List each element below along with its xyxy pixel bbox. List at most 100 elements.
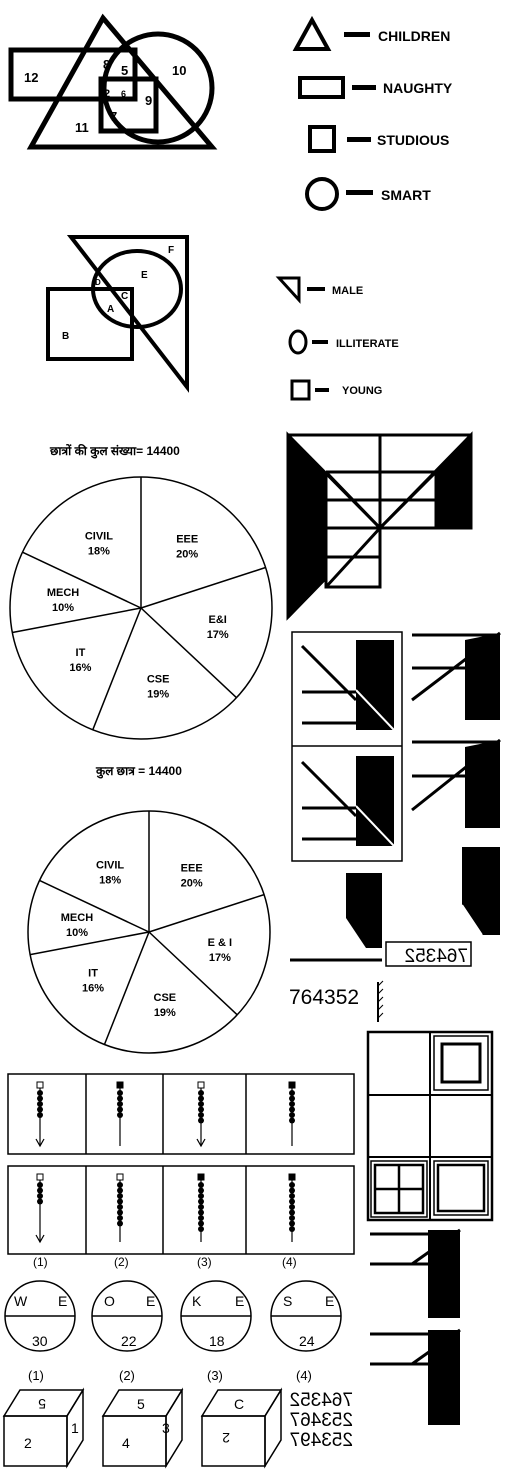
cube-side-face: 3 [162, 1420, 170, 1436]
pie-slice-value: 18% [88, 546, 110, 558]
pie-slice-edge [140, 607, 238, 699]
pie-slice-label: EEE [176, 533, 198, 545]
legend-label: YOUNG [342, 385, 382, 397]
number-box-frame [385, 941, 472, 967]
legend-label: SMART [381, 187, 431, 203]
pie-slice-value: 16% [69, 662, 91, 674]
bead [37, 1187, 43, 1194]
venn2-region: E [141, 270, 148, 281]
grid-cell-square-inner [436, 1163, 486, 1213]
letter-circle-3: K E 18 [180, 1280, 252, 1352]
grid-cell-square [433, 1160, 489, 1216]
bead [117, 1112, 123, 1118]
bead-top-square [36, 1081, 44, 1089]
pie-slice-value: 17% [209, 952, 231, 964]
bead [289, 1106, 295, 1113]
bead [37, 1198, 43, 1205]
pie-slice-edge [12, 607, 142, 634]
pie-slice-label: CSE [147, 674, 170, 686]
bead [198, 1095, 204, 1102]
bead-sequence-figure [7, 1073, 355, 1255]
venn2-region: D [95, 278, 101, 287]
circle-left-letter: K [192, 1293, 202, 1309]
arrow-head [35, 1234, 45, 1244]
bead [289, 1095, 295, 1102]
pie-slice-edge [103, 931, 150, 1045]
cube-2 [101, 1387, 184, 1469]
arrow-head [35, 1138, 45, 1148]
bead [198, 1112, 204, 1118]
bead-top-square [288, 1081, 296, 1089]
stack-number: 253497 [290, 1430, 353, 1451]
cube-faces: 5 2 1 5 4 3 C 2 [24, 1396, 244, 1451]
pie-slice-value: 20% [176, 548, 198, 560]
pie-slice-label: E & I [208, 937, 232, 949]
pie-slice-label: E&I [209, 614, 227, 626]
pie-slice-edge [92, 607, 142, 731]
pie-slice-value: 10% [66, 927, 88, 939]
bead [289, 1215, 295, 1221]
cube-3 [200, 1387, 283, 1469]
pie-slice-label: MECH [61, 912, 93, 924]
venn2-region-labels: F E D C A B [62, 245, 174, 342]
bead [198, 1204, 204, 1210]
cube-top-face: C [234, 1396, 244, 1412]
bead [117, 1198, 123, 1205]
slant-edge [355, 689, 395, 731]
venn1-region: 7 [110, 109, 117, 124]
cube-front-face: 4 [122, 1435, 130, 1451]
male-triangle [66, 235, 189, 393]
bead [289, 1220, 295, 1227]
figure-line [378, 433, 473, 530]
young-rectangle [46, 287, 134, 361]
bead [289, 1112, 295, 1118]
option-label: (2) [119, 1368, 135, 1383]
pie-slice-edge [30, 931, 150, 956]
venn1-region: 5 [121, 63, 128, 78]
bead [117, 1220, 123, 1227]
circle-right-letter: E [235, 1293, 244, 1309]
bead [198, 1106, 204, 1113]
bead-strings [35, 1081, 296, 1244]
circle-number: 18 [209, 1333, 225, 1349]
venn2-region: C [121, 291, 128, 302]
bead-row-frame [7, 1165, 355, 1255]
slant-edge [355, 805, 395, 847]
bead [198, 1117, 204, 1124]
naughty-legend-icon [298, 76, 345, 99]
figure-line [324, 526, 382, 589]
pie-slice-edge [140, 566, 266, 609]
naughty-rectangle [8, 47, 138, 102]
venn-diagram-1 [8, 13, 218, 150]
option-label: (3) [207, 1368, 223, 1383]
circle-right-letter: E [58, 1293, 67, 1309]
pie-slice-edge [148, 931, 238, 1016]
letter-circle-1: W E 30 [4, 1280, 76, 1352]
stack-number: 253467 [290, 1410, 353, 1431]
bead-top-square [288, 1173, 296, 1181]
venn1-legend: CHILDREN NAUGHTY STUDIOUS SMART [292, 15, 453, 211]
bead [117, 1187, 123, 1194]
bead [117, 1215, 123, 1221]
smart-legend-icon [305, 177, 339, 211]
male-legend-icon [275, 276, 301, 304]
pie-slice-edge [22, 551, 142, 609]
bead [37, 1112, 43, 1118]
mirror-figure-panel [291, 631, 403, 862]
legend-dash [315, 388, 329, 392]
cube-front-face: 2 [24, 1435, 32, 1451]
circle-option-labels: (1) (2) (3) (4) [28, 1368, 312, 1383]
mirror-line [377, 980, 384, 1022]
pie-slice-label: CIVIL [85, 531, 113, 543]
venn2-region: B [62, 331, 69, 342]
bead [117, 1209, 123, 1216]
circle-right-letter: E [146, 1293, 155, 1309]
legend-dash [307, 287, 325, 291]
mirrored-number-box: 764352 [385, 941, 472, 967]
grid-cell-square [370, 1160, 428, 1218]
bead [198, 1182, 204, 1188]
dice-cubes [2, 1387, 283, 1469]
bead [198, 1209, 204, 1216]
black-bar [356, 756, 394, 846]
